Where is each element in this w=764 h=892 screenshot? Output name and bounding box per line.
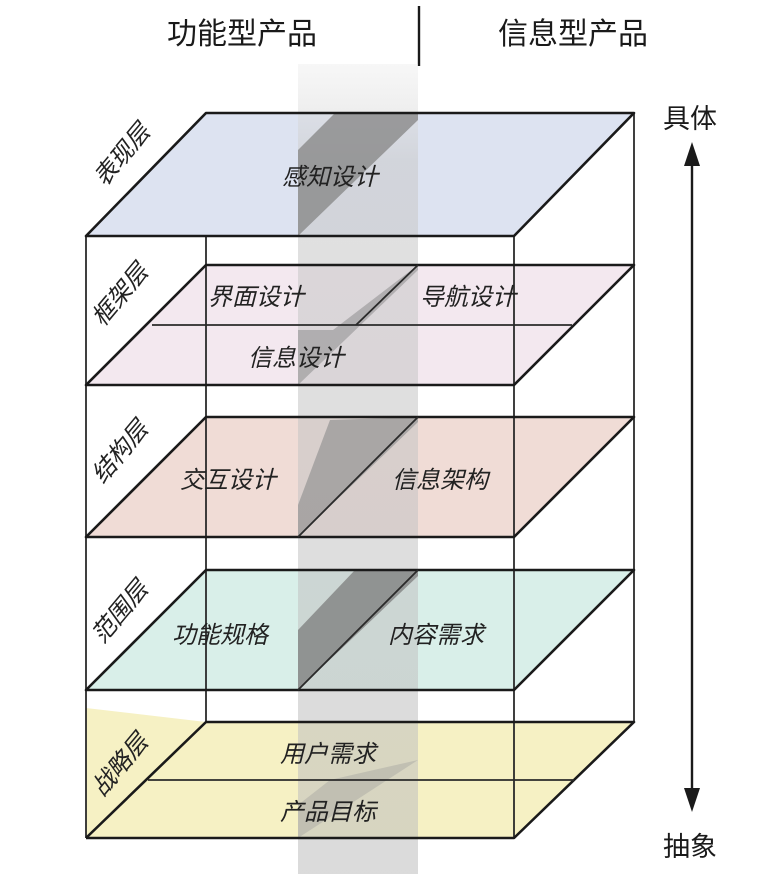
user-needs-label: 用户需求 <box>280 740 379 768</box>
functional-specs-label: 功能规格 <box>172 621 270 649</box>
sensory-design-label: 感知设计 <box>282 163 381 191</box>
abstract-label: 抽象 <box>663 832 717 863</box>
content-requirements-label: 内容需求 <box>388 621 487 649</box>
concrete-label: 具体 <box>663 104 717 135</box>
navigation-design-label: 导航设计 <box>420 283 519 311</box>
information-architecture-label: 信息架构 <box>392 466 491 494</box>
interaction-design-label: 交互设计 <box>180 466 279 494</box>
information-design-label: 信息设计 <box>248 344 347 372</box>
interface-design-label: 界面设计 <box>208 283 307 311</box>
product-objectives-label: 产品目标 <box>280 798 379 826</box>
layer-outlines <box>84 111 636 840</box>
functional-product-heading: 功能型产品 <box>167 17 317 52</box>
skeleton-layer-name: 框架层 <box>86 256 156 331</box>
abstract-concrete-arrow <box>684 142 700 812</box>
informational-product-heading: 信息型产品 <box>498 17 648 52</box>
